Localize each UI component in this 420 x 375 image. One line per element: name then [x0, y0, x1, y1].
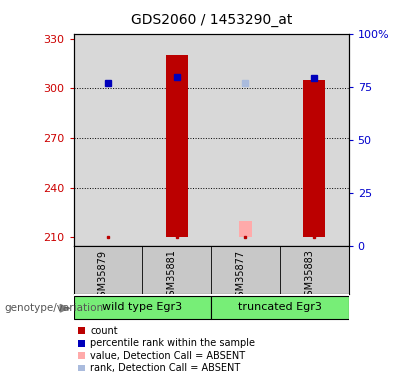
- Text: value, Detection Call = ABSENT: value, Detection Call = ABSENT: [90, 351, 245, 360]
- Bar: [303, 80, 325, 237]
- Text: GSM35879: GSM35879: [98, 249, 108, 303]
- Text: rank, Detection Call = ABSENT: rank, Detection Call = ABSENT: [90, 363, 241, 373]
- Bar: [239, 221, 252, 237]
- Text: genotype/variation: genotype/variation: [4, 303, 103, 313]
- Text: GSM35883: GSM35883: [304, 249, 314, 302]
- Bar: [211, 296, 349, 320]
- Text: GSM35877: GSM35877: [236, 249, 245, 303]
- Text: wild type Egr3: wild type Egr3: [102, 303, 182, 312]
- Bar: [74, 296, 211, 320]
- Text: GDS2060 / 1453290_at: GDS2060 / 1453290_at: [131, 13, 293, 27]
- Text: truncated Egr3: truncated Egr3: [238, 303, 322, 312]
- Bar: [165, 55, 188, 237]
- Text: percentile rank within the sample: percentile rank within the sample: [90, 338, 255, 348]
- Text: GSM35881: GSM35881: [167, 249, 177, 302]
- Text: count: count: [90, 326, 118, 336]
